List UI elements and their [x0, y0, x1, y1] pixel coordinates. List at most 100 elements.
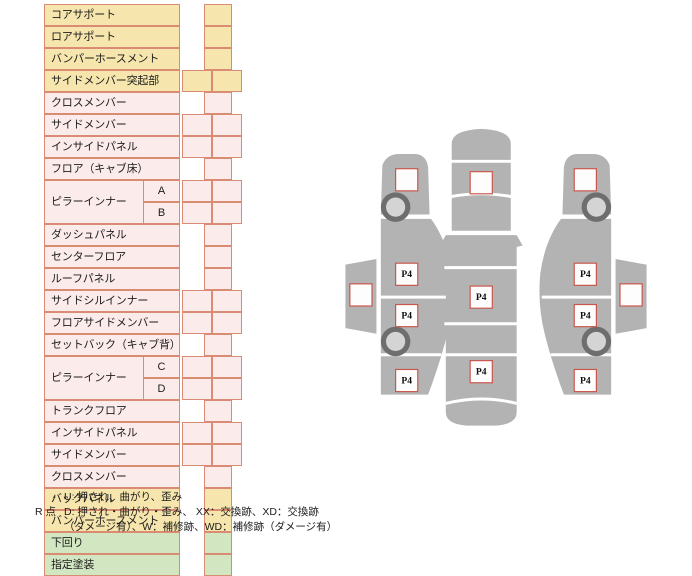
table-row-label: クロスメンバー: [44, 92, 180, 114]
marker-cell[interactable]: [182, 290, 212, 312]
marker-cell[interactable]: [212, 444, 242, 466]
left-rear-wheel: [380, 326, 411, 357]
table-row: フロア（キャブ床）: [44, 158, 260, 180]
right-side-marker-labels: P4 P4 P4: [580, 269, 591, 386]
table-row: 下回り: [44, 532, 260, 554]
marker-cell[interactable]: [212, 136, 242, 158]
table-row-label: バックパネル: [44, 488, 180, 510]
marker-cell[interactable]: [182, 202, 212, 224]
marker-cell[interactable]: [212, 290, 242, 312]
marker-cell[interactable]: [212, 356, 242, 378]
table-row: サイドメンバー: [44, 444, 260, 466]
marker-right-quarter[interactable]: [573, 368, 597, 393]
marker-cell[interactable]: [212, 114, 242, 136]
table-row-markers: [180, 4, 260, 26]
marker-cell[interactable]: [204, 400, 232, 422]
legend-text-u: U: 押され、曲がり、歪み: [64, 491, 183, 503]
table-row: ルーフパネル: [44, 268, 260, 290]
marker-hood[interactable]: [469, 171, 493, 195]
center-sep-7: [445, 397, 518, 405]
marker-left-mirror[interactable]: [349, 283, 373, 307]
marker-cell[interactable]: [212, 422, 242, 444]
top-view: P4 P4: [439, 128, 523, 426]
marker-left-door-rear[interactable]: P4: [395, 303, 419, 328]
table-row-label: 指定塗装: [44, 554, 180, 576]
marker-cell[interactable]: [212, 70, 242, 92]
marker-cell[interactable]: [182, 70, 212, 92]
marker-cell[interactable]: [204, 26, 232, 48]
marker-right-door-front[interactable]: [573, 262, 597, 286]
legend-text-d-continued: （ダメージ有）、W：補修跡、WD：補修跡（ダメージ有）: [64, 521, 338, 533]
right-side-view: [539, 153, 647, 395]
marker-left-door-front[interactable]: P4: [395, 262, 419, 286]
table-row: サイドメンバー: [44, 114, 260, 136]
marker-left-front-top[interactable]: [395, 168, 419, 192]
marker-trunk-label: P4: [476, 367, 487, 378]
marker-cell[interactable]: [212, 378, 242, 400]
table-row-markers: [180, 70, 260, 92]
marker-cell[interactable]: [204, 246, 232, 268]
legend-key-dash: -: [52, 491, 57, 503]
vehicle-diagram: P4 P4 P4: [300, 120, 692, 430]
marker-cell[interactable]: [182, 114, 212, 136]
right-front-wheel: [581, 192, 612, 222]
marker-left-quarter[interactable]: P4: [395, 368, 419, 393]
table-row: インサイドパネル: [44, 136, 260, 158]
table-row-sublabel: C: [144, 356, 180, 378]
table-row-markers: [180, 268, 260, 290]
table-row: ロアサポート: [44, 26, 260, 48]
table-row: フロアサイドメンバー: [44, 312, 260, 334]
marker-right-door-rear-label: P4: [580, 311, 591, 322]
marker-cell[interactable]: [204, 4, 232, 26]
table-row-label: コアサポート: [44, 4, 180, 26]
marker-cell[interactable]: [204, 466, 232, 488]
table-row-sublabel: D: [144, 378, 180, 400]
table-row-markers: [180, 400, 260, 422]
marker-trunk[interactable]: P4: [469, 360, 493, 384]
marker-cell[interactable]: [212, 312, 242, 334]
marker-cell[interactable]: [182, 356, 212, 378]
marker-cell[interactable]: [204, 532, 232, 554]
marker-cell[interactable]: [182, 378, 212, 400]
table-row-label: ロアサポート: [44, 26, 180, 48]
marker-cell[interactable]: [204, 554, 232, 576]
table-row-label: バンパーホースメント: [44, 48, 180, 70]
marker-cell[interactable]: [212, 180, 242, 202]
marker-cell[interactable]: [204, 48, 232, 70]
marker-cell[interactable]: [182, 180, 212, 202]
table-row: サイドメンバー突起部: [44, 70, 260, 92]
marker-cell[interactable]: [204, 92, 232, 114]
marker-cell[interactable]: [182, 422, 212, 444]
table-row-label: ピラーインナー: [44, 356, 144, 400]
table-row-markers: [180, 554, 260, 576]
marker-right-front-top[interactable]: [573, 168, 597, 192]
marker-cell[interactable]: [182, 136, 212, 158]
marker-cell[interactable]: [204, 268, 232, 290]
marker-cell[interactable]: [204, 224, 232, 246]
table-row-markers: [180, 466, 260, 488]
table-row: セットバック（キャブ背）: [44, 334, 260, 356]
legend-text-d: D: 押され・曲がり・歪み、 XX：交換跡、XD：交換跡: [64, 506, 319, 518]
table-row: コアサポート: [44, 4, 260, 26]
table-row-markers: [180, 290, 260, 312]
table-row-markers: [180, 334, 260, 356]
right-rear-wheel: [581, 326, 612, 357]
table-row: 指定塗装: [44, 554, 260, 576]
marker-left-door-rear-label: P4: [401, 311, 412, 322]
legend-row-r: R 点 D: 押され・曲がり・歪み、 XX：交換跡、XD：交換跡: [22, 505, 337, 519]
table-row-label: サイドメンバー突起部: [44, 70, 180, 92]
marker-cell[interactable]: [204, 158, 232, 180]
marker-cell[interactable]: [212, 202, 242, 224]
marker-cell[interactable]: [204, 334, 232, 356]
marker-cell[interactable]: [182, 312, 212, 334]
table-row-label: インサイドパネル: [44, 136, 180, 158]
marker-roof[interactable]: P4: [469, 285, 493, 309]
marker-cell[interactable]: [182, 444, 212, 466]
legend-key-rpoint: R 点: [35, 506, 56, 518]
marker-right-door-rear[interactable]: [573, 303, 597, 328]
table-row-label: フロア（キャブ床）: [44, 158, 180, 180]
marker-right-mirror[interactable]: [619, 283, 643, 307]
table-row-label: ピラーインナー: [44, 180, 144, 224]
table-row: インサイドパネル: [44, 422, 260, 444]
